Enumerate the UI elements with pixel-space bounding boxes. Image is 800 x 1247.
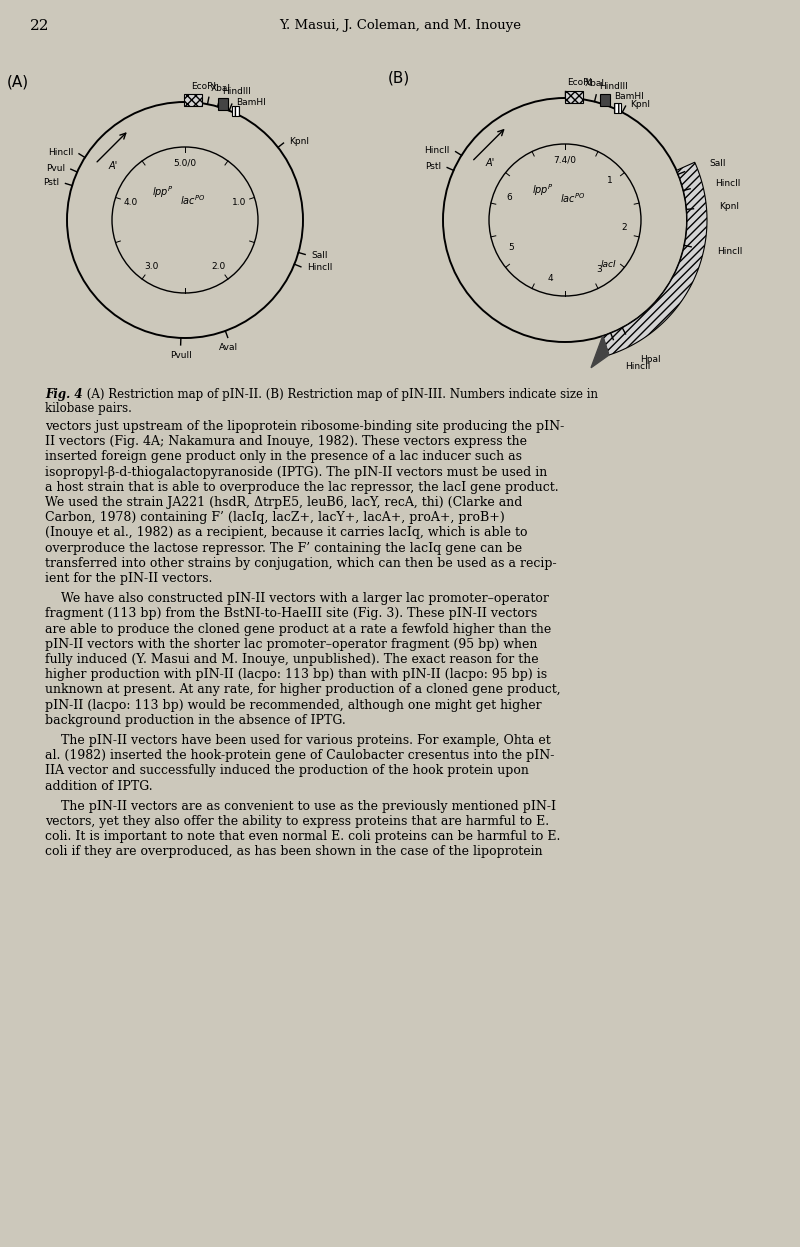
Text: A': A' [486,158,494,168]
Text: HindIII: HindIII [598,82,627,91]
Bar [233,106,239,116]
Text: 1.0: 1.0 [232,198,246,207]
Text: PvuI: PvuI [46,163,65,173]
Bar [614,102,621,112]
Text: ient for the pIN-II vectors.: ient for the pIN-II vectors. [45,572,212,585]
Text: 2: 2 [622,223,627,232]
Text: Fig. 4: Fig. 4 [45,388,82,402]
Bar [184,95,202,106]
Text: PstI: PstI [426,162,442,171]
Text: IIA vector and successfully induced the production of the hook protein upon: IIA vector and successfully induced the … [45,764,529,777]
Text: al. (1982) inserted the hook-protein gene of Caulobacter cresentus into the pIN-: al. (1982) inserted the hook-protein gen… [45,749,554,762]
Text: $lpp^P$: $lpp^P$ [152,185,174,200]
Polygon shape [591,335,609,368]
Text: 4.0: 4.0 [124,198,138,207]
Text: EcoRI: EcoRI [567,79,592,87]
Text: HincII: HincII [48,148,74,157]
Circle shape [489,143,641,296]
Text: (B): (B) [388,71,410,86]
Text: (Inouye et al., 1982) as a recipient, because it carries lacIq, which is able to: (Inouye et al., 1982) as a recipient, be… [45,526,527,540]
Text: KpnI: KpnI [630,100,650,108]
Text: pIN-II (lacpo: 113 bp) would be recommended, although one might get higher: pIN-II (lacpo: 113 bp) would be recommen… [45,698,542,712]
Text: 5.0/0: 5.0/0 [174,158,197,167]
Text: $lac^{PO}$: $lac^{PO}$ [560,191,586,205]
Text: We used the strain JA221 (hsdR, ΔtrpE5, leuB6, lacY, recA, thi) (Clarke and: We used the strain JA221 (hsdR, ΔtrpE5, … [45,496,522,509]
Text: vectors just upstream of the lipoprotein ribosome-binding site producing the pIN: vectors just upstream of the lipoprotein… [45,420,564,433]
Text: inserted foreign gene product only in the presence of a lac inducer such as: inserted foreign gene product only in th… [45,450,522,464]
Text: a host strain that is able to overproduce the lac repressor, the lacI gene produ: a host strain that is able to overproduc… [45,481,558,494]
Text: 3: 3 [596,266,602,274]
Text: The pIN-II vectors are as convenient to use as the previously mentioned pIN-I: The pIN-II vectors are as convenient to … [45,799,556,813]
Text: HincII: HincII [717,247,742,256]
Text: (A): (A) [7,75,29,90]
Text: 1: 1 [607,176,613,185]
Polygon shape [602,162,707,355]
Text: transferred into other strains by conjugation, which can then be used as a recip: transferred into other strains by conjug… [45,557,557,570]
Text: 6: 6 [506,193,512,202]
Text: higher production with pIN-II (lacpo: 113 bp) than with pIN-II (lacpo: 95 bp) is: higher production with pIN-II (lacpo: 11… [45,668,547,681]
Text: kilobase pairs.: kilobase pairs. [45,402,132,415]
Bar [218,99,228,110]
Text: 5: 5 [509,243,514,252]
Text: SalI: SalI [709,158,726,168]
Text: KpnI: KpnI [289,137,309,146]
Text: II vectors (Fig. 4A; Nakamura and Inouye, 1982). These vectors express the: II vectors (Fig. 4A; Nakamura and Inouye… [45,435,527,448]
Circle shape [67,102,303,338]
Text: (A) Restriction map of pIN-II. (B) Restriction map of pIN-III. Numbers indicate : (A) Restriction map of pIN-II. (B) Restr… [83,388,598,402]
Text: 7.4/0: 7.4/0 [554,156,577,165]
Text: We have also constructed pIN-II vectors with a larger lac promoter–operator: We have also constructed pIN-II vectors … [45,592,549,605]
Circle shape [443,99,687,342]
Text: HincII: HincII [715,180,741,188]
Text: HincII: HincII [425,146,450,155]
Text: XbaI: XbaI [211,85,231,94]
Text: HincII: HincII [626,362,651,372]
Text: BamHI: BamHI [614,92,643,101]
Text: unknown at present. At any rate, for higher production of a cloned gene product,: unknown at present. At any rate, for hig… [45,683,561,696]
Text: SalI: SalI [311,251,327,259]
Text: isopropyl-β-d-thiogalactopyranoside (IPTG). The pIN-II vectors must be used in: isopropyl-β-d-thiogalactopyranoside (IPT… [45,465,547,479]
Text: 4: 4 [547,273,553,283]
Text: 2.0: 2.0 [211,262,226,271]
Text: EcoRI: EcoRI [191,82,217,91]
Text: BamHI: BamHI [237,97,266,107]
Text: 3.0: 3.0 [144,262,158,271]
Text: PstI: PstI [43,178,59,187]
Text: $lac^{PO}$: $lac^{PO}$ [180,193,206,207]
Text: are able to produce the cloned gene product at a rate a fewfold higher than the: are able to produce the cloned gene prod… [45,622,551,636]
Text: HpaI: HpaI [640,355,661,364]
Text: background production in the absence of IPTG.: background production in the absence of … [45,713,346,727]
Text: addition of IPTG.: addition of IPTG. [45,779,153,793]
Text: AvaI: AvaI [219,343,238,353]
Text: overproduce the lactose repressor. The F’ containing the lacIq gene can be: overproduce the lactose repressor. The F… [45,541,522,555]
Text: A': A' [109,161,118,171]
Text: 22: 22 [30,19,50,32]
Text: fully induced (Y. Masui and M. Inouye, unpublished). The exact reason for the: fully induced (Y. Masui and M. Inouye, u… [45,653,538,666]
Bar [565,91,582,102]
Text: Y. Masui, J. Coleman, and M. Inouye: Y. Masui, J. Coleman, and M. Inouye [279,19,521,32]
Bar [599,95,610,106]
Text: KpnI: KpnI [719,202,739,211]
Text: coli. It is important to note that even normal E. coli proteins can be harmful t: coli. It is important to note that even … [45,831,560,843]
Text: lacI: lacI [601,259,617,269]
Text: $lpp^P$: $lpp^P$ [532,182,554,198]
Circle shape [112,147,258,293]
Text: coli if they are overproduced, as has been shown in the case of the lipoprotein: coli if they are overproduced, as has be… [45,845,542,858]
Text: vectors, yet they also offer the ability to express proteins that are harmful to: vectors, yet they also offer the ability… [45,816,549,828]
Text: pIN-II vectors with the shorter lac promoter–operator fragment (95 bp) when: pIN-II vectors with the shorter lac prom… [45,637,538,651]
Text: XbaI: XbaI [586,80,606,89]
Text: HincII: HincII [306,263,332,272]
Text: HindIII: HindIII [222,87,250,96]
Text: fragment (113 bp) from the BstNI-to-HaeIII site (Fig. 3). These pIN-II vectors: fragment (113 bp) from the BstNI-to-HaeI… [45,607,538,621]
Text: Carbon, 1978) containing F’ (lacIq, lacZ+, lacY+, lacA+, proA+, proB+): Carbon, 1978) containing F’ (lacIq, lacZ… [45,511,505,524]
Text: PvuII: PvuII [170,350,191,360]
Text: The pIN-II vectors have been used for various proteins. For example, Ohta et: The pIN-II vectors have been used for va… [45,734,550,747]
